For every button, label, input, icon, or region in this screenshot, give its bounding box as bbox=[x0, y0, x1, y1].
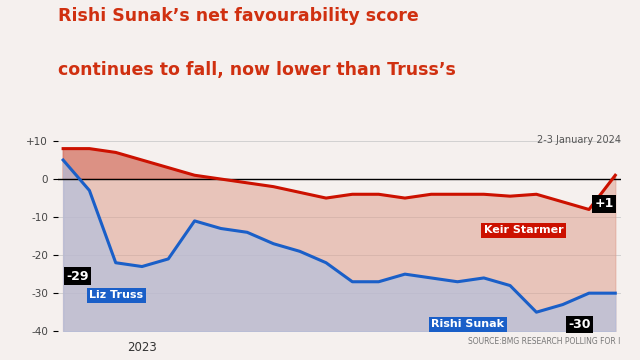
Text: continues to fall, now lower than Truss’s: continues to fall, now lower than Truss’… bbox=[58, 61, 456, 79]
Text: Rishi Sunak’s net favourability score: Rishi Sunak’s net favourability score bbox=[58, 7, 419, 25]
Text: -29: -29 bbox=[66, 270, 88, 283]
Text: +1: +1 bbox=[595, 197, 614, 210]
Text: Rishi Sunak: Rishi Sunak bbox=[431, 319, 504, 329]
Text: SOURCE:BMG RESEARCH POLLING FOR I: SOURCE:BMG RESEARCH POLLING FOR I bbox=[468, 337, 621, 346]
Text: 2023: 2023 bbox=[127, 341, 157, 354]
Text: 2-3 January 2024: 2-3 January 2024 bbox=[537, 135, 621, 145]
Text: Keir Starmer: Keir Starmer bbox=[484, 225, 563, 235]
Text: -30: -30 bbox=[568, 318, 591, 331]
Text: Liz Truss: Liz Truss bbox=[90, 290, 143, 300]
